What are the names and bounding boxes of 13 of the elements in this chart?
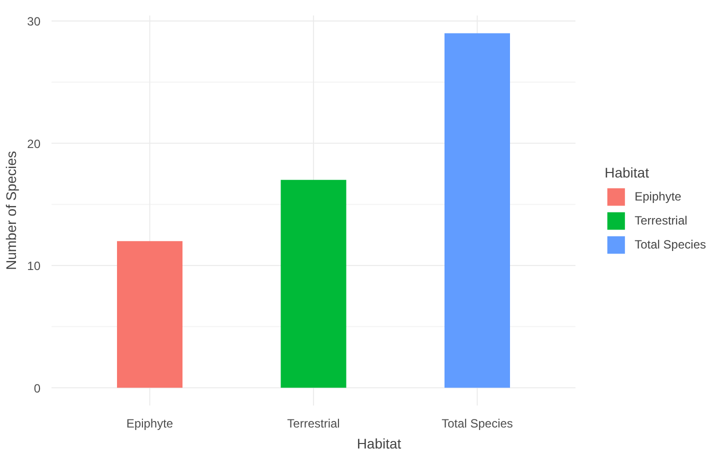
y-tick-label: 0 [34, 381, 41, 396]
x-tick-label: Epiphyte [126, 416, 174, 430]
legend-title: Habitat [604, 164, 650, 180]
legend-label: Terrestrial [634, 214, 688, 228]
legend-label: Epiphyte [634, 190, 682, 204]
y-tick-label: 30 [27, 14, 41, 28]
y-axis-title: Number of Species [3, 150, 20, 270]
x-tick-label: Terrestrial [287, 416, 340, 430]
legend-label: Total Species [634, 238, 706, 252]
y-tick-label: 20 [27, 136, 41, 151]
x-tick-label: Total Species [442, 416, 513, 430]
x-axis-title: Habitat [356, 436, 402, 452]
y-tick-label: 10 [27, 259, 41, 274]
